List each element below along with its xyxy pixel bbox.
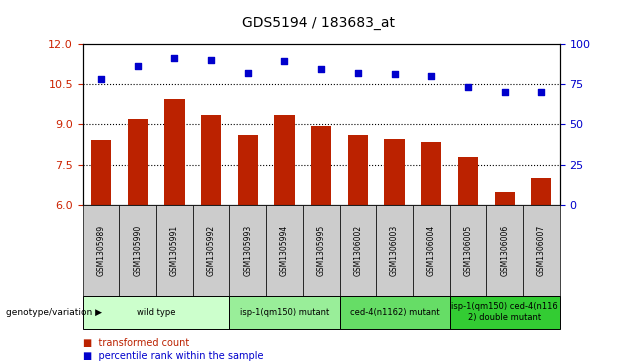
Bar <box>531 178 551 205</box>
Text: ced-4(n1162) mutant: ced-4(n1162) mutant <box>350 308 439 317</box>
Point <box>316 66 326 72</box>
Text: GSM1305991: GSM1305991 <box>170 225 179 276</box>
Point <box>279 58 289 64</box>
Bar <box>421 142 441 205</box>
Text: GSM1305994: GSM1305994 <box>280 225 289 276</box>
Bar <box>128 119 148 205</box>
Text: GSM1306005: GSM1306005 <box>464 225 473 276</box>
Point <box>133 63 143 69</box>
Bar <box>91 140 111 205</box>
Point <box>353 70 363 76</box>
Bar <box>164 99 184 205</box>
Bar <box>238 135 258 205</box>
Point <box>243 70 253 76</box>
Text: GSM1306003: GSM1306003 <box>390 225 399 276</box>
Point <box>169 55 179 61</box>
Point <box>96 76 106 82</box>
Bar <box>495 192 515 205</box>
Text: GSM1305992: GSM1305992 <box>207 225 216 276</box>
Bar <box>458 157 478 205</box>
Point <box>426 73 436 79</box>
Bar <box>348 135 368 205</box>
Point <box>206 57 216 62</box>
Point <box>499 89 509 95</box>
Text: GSM1305989: GSM1305989 <box>97 225 106 276</box>
Bar <box>311 126 331 205</box>
Point <box>389 72 399 77</box>
Bar <box>201 115 221 205</box>
Text: GDS5194 / 183683_at: GDS5194 / 183683_at <box>242 16 394 30</box>
Text: GSM1305995: GSM1305995 <box>317 225 326 276</box>
Point <box>463 84 473 90</box>
Text: GSM1306004: GSM1306004 <box>427 225 436 276</box>
Text: GSM1306006: GSM1306006 <box>500 225 509 276</box>
Text: isp-1(qm150) mutant: isp-1(qm150) mutant <box>240 308 329 317</box>
Text: genotype/variation ▶: genotype/variation ▶ <box>6 308 102 317</box>
Bar <box>274 115 294 205</box>
Text: wild type: wild type <box>137 308 176 317</box>
Text: GSM1306002: GSM1306002 <box>354 225 363 276</box>
Bar <box>385 139 404 205</box>
Text: ■  transformed count: ■ transformed count <box>83 338 189 348</box>
Text: GSM1305990: GSM1305990 <box>133 225 142 276</box>
Text: GSM1305993: GSM1305993 <box>244 225 252 276</box>
Text: GSM1306007: GSM1306007 <box>537 225 546 276</box>
Text: isp-1(qm150) ced-4(n116
2) double mutant: isp-1(qm150) ced-4(n116 2) double mutant <box>452 302 558 322</box>
Text: ■  percentile rank within the sample: ■ percentile rank within the sample <box>83 351 263 362</box>
Point <box>536 89 546 95</box>
